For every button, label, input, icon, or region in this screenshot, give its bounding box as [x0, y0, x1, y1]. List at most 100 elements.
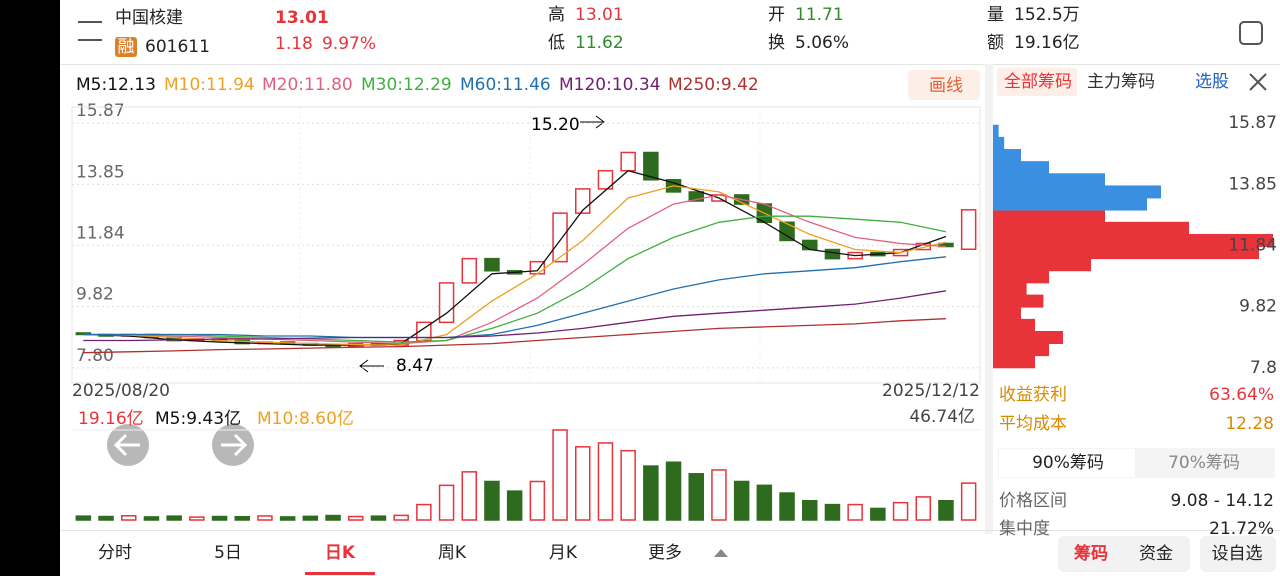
arrow-icon [221, 433, 248, 457]
tab-active-bg [997, 68, 1077, 96]
period-tab[interactable]: 周K [438, 543, 467, 563]
volume-bar [121, 515, 137, 521]
chip-bar [993, 149, 1021, 163]
range-tab[interactable]: 90%筹码 [1032, 453, 1104, 473]
legend-entry: M20:11.80 [262, 75, 353, 95]
range-label: 集中度 [999, 519, 1050, 539]
close-icon[interactable] [1249, 73, 1267, 91]
volume-legend: M5:9.43亿 [155, 409, 241, 429]
candle [597, 169, 614, 190]
legend-entry: M250:9.42 [668, 75, 759, 95]
volume-bar [960, 482, 977, 521]
stat-value: 5.06% [795, 33, 849, 53]
draw-button-label[interactable]: 画线 [929, 76, 963, 96]
price: 13.01 [275, 8, 329, 28]
y-tick-label: 13.85 [76, 162, 125, 182]
side-button-label[interactable]: 资金 [1139, 544, 1173, 564]
candle [416, 321, 432, 342]
volume-bar [575, 446, 591, 521]
stat-value: 11.62 [575, 33, 624, 53]
arrow-icon [113, 433, 140, 457]
range-tab-active[interactable] [999, 449, 1135, 477]
annotation: 15.20 [531, 115, 580, 135]
legend-entry: M10:11.94 [164, 75, 255, 95]
plot-border [71, 106, 981, 384]
y-tick-label: 7.8 [1250, 358, 1277, 378]
side-button-label[interactable]: 设自选 [1212, 544, 1263, 564]
volume-bar [234, 515, 250, 521]
candle [438, 282, 455, 324]
volume-bar [348, 515, 364, 521]
divider [985, 64, 993, 534]
volume-bar [166, 515, 182, 521]
chip-tab[interactable]: 选股 [1195, 72, 1229, 92]
volume-bar [824, 503, 841, 521]
volume-bar [393, 514, 409, 521]
chip-bar [993, 343, 1049, 357]
stat-value: 63.64% [1209, 385, 1274, 405]
stat-label: 开 [768, 5, 785, 25]
arrow-icon [359, 359, 384, 373]
volume-bar [257, 515, 273, 521]
change: 1.18 [275, 34, 313, 54]
y-tick-label: 13.85 [1228, 174, 1277, 194]
ma-line [83, 318, 946, 354]
draw-button[interactable] [908, 70, 980, 100]
y-tick-label: 7.80 [76, 346, 114, 366]
candle [643, 151, 659, 181]
volume-bar [552, 429, 568, 521]
chip-bar [993, 306, 1021, 320]
candle [802, 239, 818, 251]
volume-legend: 19.16亿 [78, 409, 144, 429]
x-label: 2025/12/12 [882, 381, 980, 401]
side-buttons [1058, 536, 1190, 572]
divider [60, 64, 1280, 65]
chip-tab[interactable]: 主力筹码 [1087, 72, 1155, 92]
chip-bar [993, 270, 1049, 284]
volume-bar [870, 507, 886, 521]
chip-tab[interactable]: 全部筹码 [1004, 72, 1072, 92]
period-tab[interactable]: 更多 [648, 543, 682, 563]
volume-legend: M10:8.60亿 [257, 409, 354, 429]
chip-bar [993, 136, 1005, 150]
stat-label: 换 [768, 33, 785, 53]
share-icon[interactable] [1239, 21, 1263, 45]
candle [824, 248, 841, 260]
left-bar [0, 0, 60, 576]
volume-bar [98, 515, 114, 521]
side-button-label[interactable]: 筹码 [1074, 543, 1108, 564]
chip-bar [993, 185, 1161, 199]
chip-bar [993, 294, 1044, 308]
volume-bar [597, 442, 614, 521]
candle [461, 257, 477, 284]
arrow-icon [580, 115, 605, 129]
chip-bar [993, 355, 1035, 369]
candle [552, 212, 568, 263]
volume-bar [461, 471, 477, 521]
volume-bar [802, 499, 818, 521]
stat-value: 152.5万 [1014, 5, 1080, 25]
volume-bar [688, 473, 704, 521]
volume-bar [302, 515, 319, 521]
candle [960, 209, 977, 250]
volume-bar [938, 499, 954, 521]
range-tab[interactable]: 70%筹码 [1168, 453, 1240, 473]
tag: 融 [118, 37, 135, 57]
x-label: 2025/08/20 [72, 381, 170, 401]
side-button[interactable] [1200, 536, 1276, 572]
period-tab[interactable]: 5日 [214, 543, 242, 563]
legend-entry: M5:12.13 [76, 75, 156, 95]
range-value: 9.08 - 14.12 [1171, 491, 1274, 511]
volume-bar [484, 480, 500, 521]
period-tab[interactable]: 月K [549, 543, 578, 563]
volume-bar [416, 503, 432, 521]
period-tab[interactable]: 日K [325, 543, 356, 563]
chip-bar [993, 197, 1147, 211]
stat-value: 19.16亿 [1014, 33, 1080, 53]
more-icon [714, 549, 728, 557]
period-tab[interactable]: 分时 [98, 543, 132, 563]
volume-bar [665, 461, 682, 521]
stat-value: 11.71 [795, 5, 844, 25]
